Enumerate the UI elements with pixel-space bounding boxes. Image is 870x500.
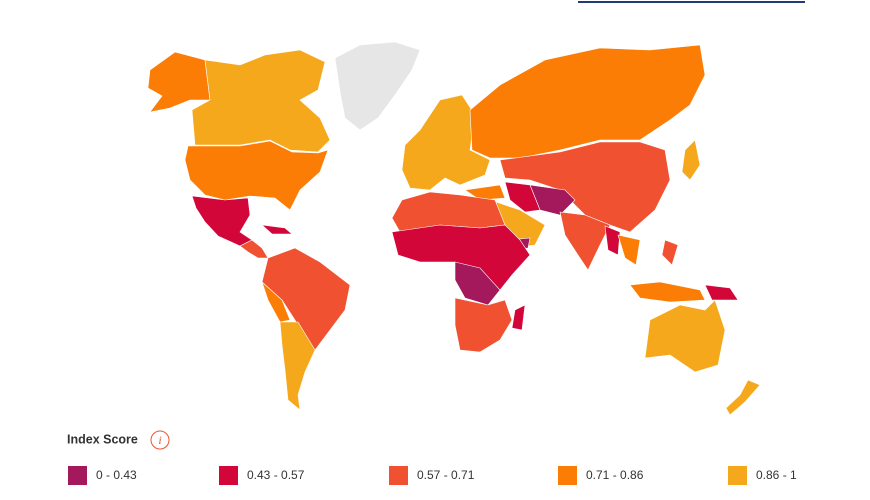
australia [644,299,726,373]
europe [401,94,491,191]
japan [681,139,701,181]
peru [261,281,291,323]
philippines [661,239,679,266]
usa [184,140,329,211]
legend-title: Index Score [67,432,138,446]
new-zealand [725,379,761,416]
legend-label: 0.86 - 1 [756,468,797,482]
legend-label: 0.43 - 0.57 [247,468,305,482]
alaska [147,51,211,113]
legend-swatch [68,466,87,485]
legend-swatch [558,466,577,485]
legend-swatch [389,466,408,485]
china-central-asia [499,141,671,233]
central-africa [391,224,531,291]
iran [504,181,541,213]
legend-swatch [728,466,747,485]
info-icon-text[interactable]: i [158,433,161,447]
info-icon[interactable] [150,430,170,450]
legend-label: 0 - 0.43 [96,468,137,482]
canada [191,49,331,153]
southern-cone [279,321,316,411]
indochina [617,234,641,266]
caribbean [261,224,293,235]
legend-swatch [219,466,238,485]
madagascar [511,304,526,331]
legend-label: 0.57 - 0.71 [417,468,475,482]
regions [147,41,761,416]
russia [469,44,706,159]
legend-label: 0.71 - 0.86 [586,468,644,482]
greenland [334,41,421,131]
papua [704,284,739,301]
legend: Index Score i 0 - 0.43 0.43 - 0.57 0.57 - … [67,430,797,485]
indonesia [629,281,706,303]
india [559,211,611,271]
myanmar [604,225,621,256]
southern-africa [454,297,513,353]
mexico [191,195,253,247]
turkey [464,184,506,201]
